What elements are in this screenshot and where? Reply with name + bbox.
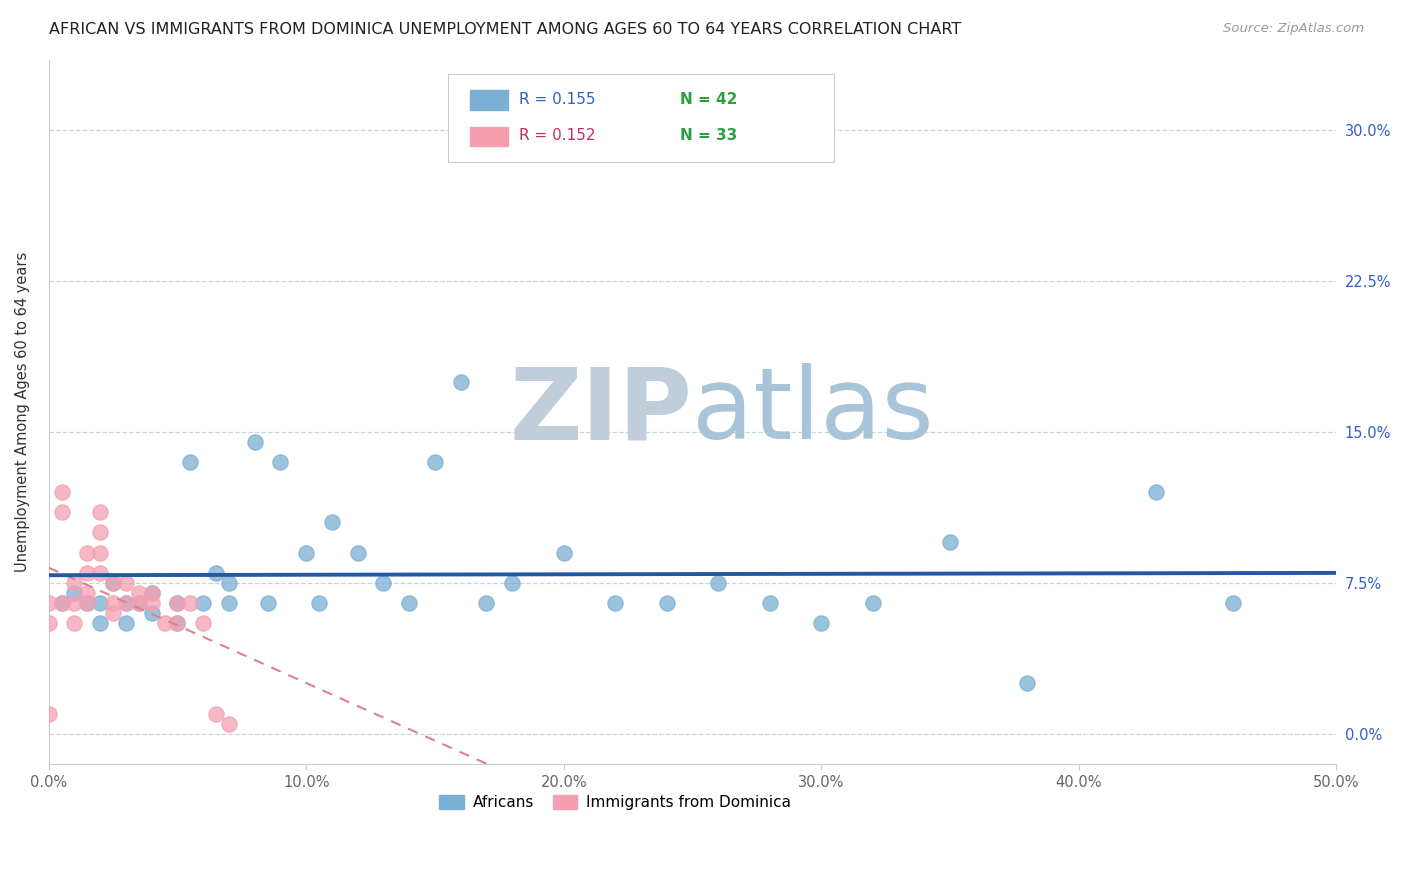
Point	[76, 596, 98, 610]
Text: AFRICAN VS IMMIGRANTS FROM DOMINICA UNEMPLOYMENT AMONG AGES 60 TO 64 YEARS CORRE: AFRICAN VS IMMIGRANTS FROM DOMINICA UNEM…	[49, 22, 962, 37]
Point	[141, 586, 163, 600]
Point	[1144, 485, 1167, 500]
Point	[101, 606, 124, 620]
Point	[51, 596, 73, 610]
Point	[205, 566, 228, 580]
Point	[115, 596, 138, 610]
Point	[218, 596, 240, 610]
Point	[128, 596, 150, 610]
FancyBboxPatch shape	[470, 127, 509, 146]
Point	[63, 596, 86, 610]
Point	[38, 596, 60, 610]
Point	[89, 505, 111, 519]
Point	[243, 434, 266, 449]
Point	[38, 706, 60, 721]
Point	[166, 615, 188, 630]
Legend: Africans, Immigrants from Dominica: Africans, Immigrants from Dominica	[433, 789, 797, 816]
Point	[193, 596, 215, 610]
Point	[76, 596, 98, 610]
Point	[89, 525, 111, 540]
Point	[141, 596, 163, 610]
Point	[269, 455, 291, 469]
FancyBboxPatch shape	[449, 74, 834, 161]
Point	[655, 596, 678, 610]
Point	[76, 586, 98, 600]
Point	[101, 575, 124, 590]
Point	[308, 596, 330, 610]
Point	[193, 615, 215, 630]
Point	[423, 455, 446, 469]
Point	[1017, 676, 1039, 690]
Point	[707, 575, 730, 590]
Text: R = 0.155: R = 0.155	[519, 92, 595, 106]
Point	[101, 575, 124, 590]
Point	[321, 516, 343, 530]
Text: ZIP: ZIP	[509, 363, 693, 460]
Point	[115, 596, 138, 610]
Point	[218, 716, 240, 731]
Point	[1222, 596, 1244, 610]
Y-axis label: Unemployment Among Ages 60 to 64 years: Unemployment Among Ages 60 to 64 years	[15, 252, 30, 572]
Point	[256, 596, 278, 610]
Point	[373, 575, 395, 590]
Point	[295, 545, 318, 559]
Point	[153, 615, 176, 630]
Text: R = 0.152: R = 0.152	[519, 128, 595, 143]
Text: N = 33: N = 33	[679, 128, 737, 143]
Point	[63, 615, 86, 630]
Point	[166, 596, 188, 610]
Point	[346, 545, 368, 559]
Point	[450, 375, 472, 389]
Point	[166, 596, 188, 610]
Point	[939, 535, 962, 549]
Point	[76, 545, 98, 559]
Point	[51, 596, 73, 610]
Point	[205, 706, 228, 721]
Point	[101, 596, 124, 610]
Point	[128, 596, 150, 610]
Point	[51, 485, 73, 500]
Point	[218, 575, 240, 590]
Point	[89, 566, 111, 580]
Point	[115, 615, 138, 630]
Point	[475, 596, 498, 610]
Point	[605, 596, 627, 610]
Point	[38, 615, 60, 630]
FancyBboxPatch shape	[470, 90, 509, 110]
Point	[89, 596, 111, 610]
Point	[553, 545, 575, 559]
Point	[89, 615, 111, 630]
Point	[810, 615, 832, 630]
Point	[63, 575, 86, 590]
Point	[179, 596, 201, 610]
Point	[501, 575, 523, 590]
Point	[89, 545, 111, 559]
Point	[141, 606, 163, 620]
Point	[398, 596, 420, 610]
Text: atlas: atlas	[693, 363, 934, 460]
Text: N = 42: N = 42	[679, 92, 737, 106]
Point	[51, 505, 73, 519]
Point	[115, 575, 138, 590]
Point	[179, 455, 201, 469]
Point	[128, 586, 150, 600]
Point	[758, 596, 780, 610]
Point	[76, 566, 98, 580]
Point	[63, 586, 86, 600]
Point	[141, 586, 163, 600]
Text: Source: ZipAtlas.com: Source: ZipAtlas.com	[1223, 22, 1364, 36]
Point	[166, 615, 188, 630]
Point	[862, 596, 884, 610]
